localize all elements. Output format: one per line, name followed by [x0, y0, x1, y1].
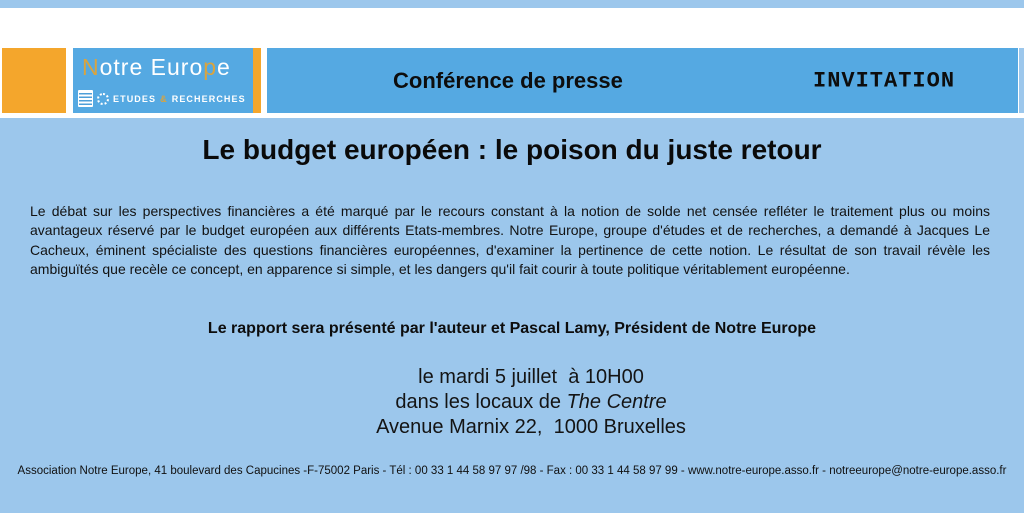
logo-wordmark: Notre Europe [82, 54, 231, 81]
conference-title: Conférence de presse [393, 67, 623, 93]
event-address: Avenue Marnix 22, 1000 Bruxelles [376, 416, 686, 438]
event-venue-prefix: dans les locaux de [395, 391, 567, 413]
event-details: le mardi 5 juillet à 10H00 dans les loca… [0, 365, 1024, 440]
logo-orange-square [2, 48, 66, 113]
right-edge-strip [1019, 48, 1024, 113]
event-venue-name: The Centre [566, 391, 667, 413]
logo-orange-bar [253, 48, 261, 113]
header-band: Conférence de presse INVITATION [267, 48, 1018, 113]
main-content-area: Le budget européen : le poison du juste … [0, 118, 1024, 513]
footer-contact-line: Association Notre Europe, 41 boulevard d… [17, 465, 1007, 477]
notre-europe-logo: Notre Europe ETUDES & RECHERCHES [73, 48, 253, 113]
event-venue: dans les locaux de The Centre [38, 390, 1024, 415]
logo-letter: N [82, 54, 100, 80]
page-title: Le budget européen : le poison du juste … [202, 134, 822, 165]
eu-stars-circle-icon [97, 92, 109, 105]
document-lines-icon [78, 90, 93, 107]
tagline-ampersand: & [160, 93, 168, 104]
logo-tagline: ETUDES & RECHERCHES [78, 90, 246, 107]
presenter-line: Le rapport sera présenté par l'auteur et… [207, 320, 817, 337]
logo-letter: p [203, 54, 218, 80]
logo-letter: otre Euro [99, 54, 204, 80]
tagline-etudes: ETUDES [113, 93, 157, 104]
body-paragraph: Le débat sur les perspectives financière… [30, 203, 990, 278]
logo-letter: e [217, 54, 231, 80]
top-border-strip [0, 0, 1024, 8]
tagline-recherches: RECHERCHES [171, 93, 246, 104]
event-datetime: le mardi 5 juillet à 10H00 [418, 366, 644, 388]
invitation-label: INVITATION [813, 68, 956, 93]
